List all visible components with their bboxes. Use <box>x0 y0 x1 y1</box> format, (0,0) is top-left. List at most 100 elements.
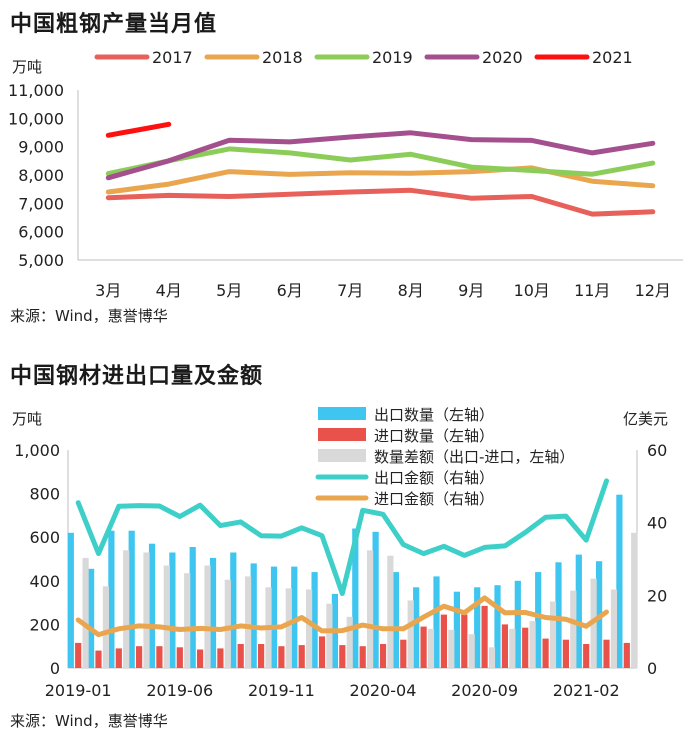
bar-出口数量（左轴） <box>352 528 359 668</box>
bar-进口数量（左轴） <box>522 627 529 668</box>
top-x-tick-label: 4月 <box>156 281 182 300</box>
bar-进口数量（左轴） <box>298 645 305 668</box>
bar-进口数量（左轴） <box>542 638 549 668</box>
legend-label-出口数量（左轴）: 出口数量（左轴） <box>374 406 494 424</box>
bar-进口数量（左轴） <box>318 636 326 668</box>
bar-出口数量（左轴） <box>535 572 542 668</box>
bar-出口数量（左轴） <box>88 568 95 668</box>
top-x-tick-label: 8月 <box>398 281 424 300</box>
bar-出口数量（左轴） <box>311 572 318 668</box>
legend-label-进口金额（右轴）: 进口金额（右轴） <box>374 490 494 508</box>
bar-进口数量（左轴） <box>461 614 468 668</box>
bar-出口数量（左轴） <box>209 557 217 668</box>
bar-数量差额（出口-进口，左轴） <box>610 589 617 668</box>
bottom-right-tick-label: 40 <box>647 514 667 533</box>
bar-数量差额（出口-进口，左轴） <box>529 621 536 668</box>
bar-数量差额（出口-进口，左轴） <box>143 552 150 668</box>
legend-label-出口金额（右轴）: 出口金额（右轴） <box>374 469 494 487</box>
bar-出口数量（左轴） <box>291 566 298 668</box>
legend-swatch-进口数量（左轴） <box>318 428 366 441</box>
bottom-x-tick-label: 2020-09 <box>451 681 518 700</box>
legend-label-数量差额（出口-进口，左轴）: 数量差额（出口-进口，左轴） <box>374 448 574 466</box>
legend-label-2017: 2017 <box>152 48 193 67</box>
bar-数量差额（出口-进口，左轴） <box>245 576 252 668</box>
bar-出口数量（左轴） <box>250 563 257 668</box>
bar-出口数量（左轴） <box>616 494 623 668</box>
bar-进口数量（左轴） <box>379 644 387 668</box>
top-x-tick-label: 11月 <box>574 281 610 300</box>
bar-出口数量（左轴） <box>514 580 521 668</box>
bottom-x-tick-label: 2019-11 <box>248 681 315 700</box>
bar-出口数量（左轴） <box>453 591 460 668</box>
top-y-tick-label: 5,000 <box>18 251 64 270</box>
bottom-left-tick-label: 400 <box>29 572 60 591</box>
top-x-tick-label: 9月 <box>458 281 484 300</box>
bar-进口数量（左轴） <box>115 648 122 668</box>
bar-数量差额（出口-进口，左轴） <box>448 629 455 668</box>
bottom-left-axis-unit: 万吨 <box>12 410 42 428</box>
top-y-tick-label: 7,000 <box>18 194 64 213</box>
bottom-x-tick-label: 2019-06 <box>146 681 213 700</box>
series-line-2019 <box>105 146 656 177</box>
bar-进口数量（左轴） <box>217 648 224 668</box>
top-y-tick-label: 8,000 <box>18 166 64 185</box>
bar-出口数量（左轴） <box>494 585 501 668</box>
top-line-chart: 万吨 2017 2018 2019 2020 2021 5,000 6,000 7,000 8,0… <box>8 48 683 300</box>
bar-进口数量（左轴） <box>420 626 427 668</box>
top-x-tick-label: 5月 <box>216 281 242 300</box>
bar-数量差额（出口-进口，左轴） <box>570 590 577 668</box>
bottom-left-tick-label: 800 <box>29 485 60 504</box>
bar-进口数量（左轴） <box>583 644 590 668</box>
bottom-combo-chart: 万吨 亿美元 0 200 400 600 800 1,000 0 20 40 60 2019-01 201… <box>12 406 668 700</box>
series-line-2017 <box>105 187 656 217</box>
bar-进口数量（左轴） <box>339 645 346 668</box>
bar-进口数量（左轴） <box>501 624 508 668</box>
bar-进口数量（左轴） <box>197 649 204 668</box>
bar-数量差额（出口-进口，左轴） <box>407 600 414 668</box>
bar-出口数量（左轴） <box>270 566 278 668</box>
bar-数量差额（出口-进口，左轴） <box>224 579 231 668</box>
bottom-x-tick-label: 2020-04 <box>350 681 417 700</box>
bar-数量差额（出口-进口，左轴） <box>367 550 374 668</box>
top-x-tick-label: 12月 <box>635 281 671 300</box>
top-x-tick-label: 3月 <box>95 281 121 300</box>
bar-出口数量（左轴） <box>128 530 135 668</box>
line-进口金额（右轴） <box>75 595 609 638</box>
bar-进口数量（左轴） <box>136 646 143 668</box>
bar-出口数量（左轴） <box>474 587 481 668</box>
top-chart-source: 来源：Wind，惠誉博华 <box>10 307 168 325</box>
bottom-x-tick-label: 2021-02 <box>553 681 620 700</box>
bar-出口数量（左轴） <box>108 530 115 668</box>
bottom-x-tick-label: 2019-01 <box>45 681 112 700</box>
legend-label-2019: 2019 <box>372 48 413 67</box>
bar-出口数量（左轴） <box>413 587 420 668</box>
top-y-tick-label: 6,000 <box>18 223 64 242</box>
bar-数量差额（出口-进口，左轴） <box>306 589 313 668</box>
bottom-left-tick-label: 1,000 <box>14 441 60 460</box>
legend-label-2018: 2018 <box>262 48 303 67</box>
bar-数量差额（出口-进口，左轴） <box>285 588 292 668</box>
bar-数量差额（出口-进口，左轴） <box>509 628 516 668</box>
bar-出口数量（左轴） <box>148 543 156 668</box>
bottom-chart-title: 中国钢材进出口量及金额 <box>10 364 264 389</box>
legend-label-2021: 2021 <box>592 48 633 67</box>
bar-出口数量（左轴） <box>555 562 562 668</box>
bar-进口数量（左轴） <box>603 639 610 668</box>
bar-进口数量（左轴） <box>258 644 265 668</box>
bar-进口数量（左轴） <box>400 639 407 668</box>
bar-数量差额（出口-进口，左轴） <box>631 532 638 668</box>
bar-进口数量（左轴） <box>562 639 569 668</box>
bar-数量差额（出口-进口，左轴） <box>204 565 211 668</box>
bar-出口数量（左轴） <box>189 547 196 668</box>
bar-进口数量（左轴） <box>156 646 163 668</box>
legend-swatch-数量差额（出口-进口，左轴） <box>318 449 366 462</box>
bar-数量差额（出口-进口，左轴） <box>82 557 89 668</box>
bottom-right-tick-label: 0 <box>647 659 657 678</box>
bar-数量差额（出口-进口，左轴） <box>346 616 353 668</box>
bar-数量差额（出口-进口，左轴） <box>102 586 109 669</box>
legend-label-进口数量（左轴）: 进口数量（左轴） <box>374 427 494 445</box>
bar-数量差额（出口-进口，左轴） <box>326 603 333 668</box>
bottom-left-tick-label: 600 <box>29 528 60 547</box>
bottom-right-tick-label: 20 <box>647 586 667 605</box>
bar-出口数量（左轴） <box>372 531 379 669</box>
